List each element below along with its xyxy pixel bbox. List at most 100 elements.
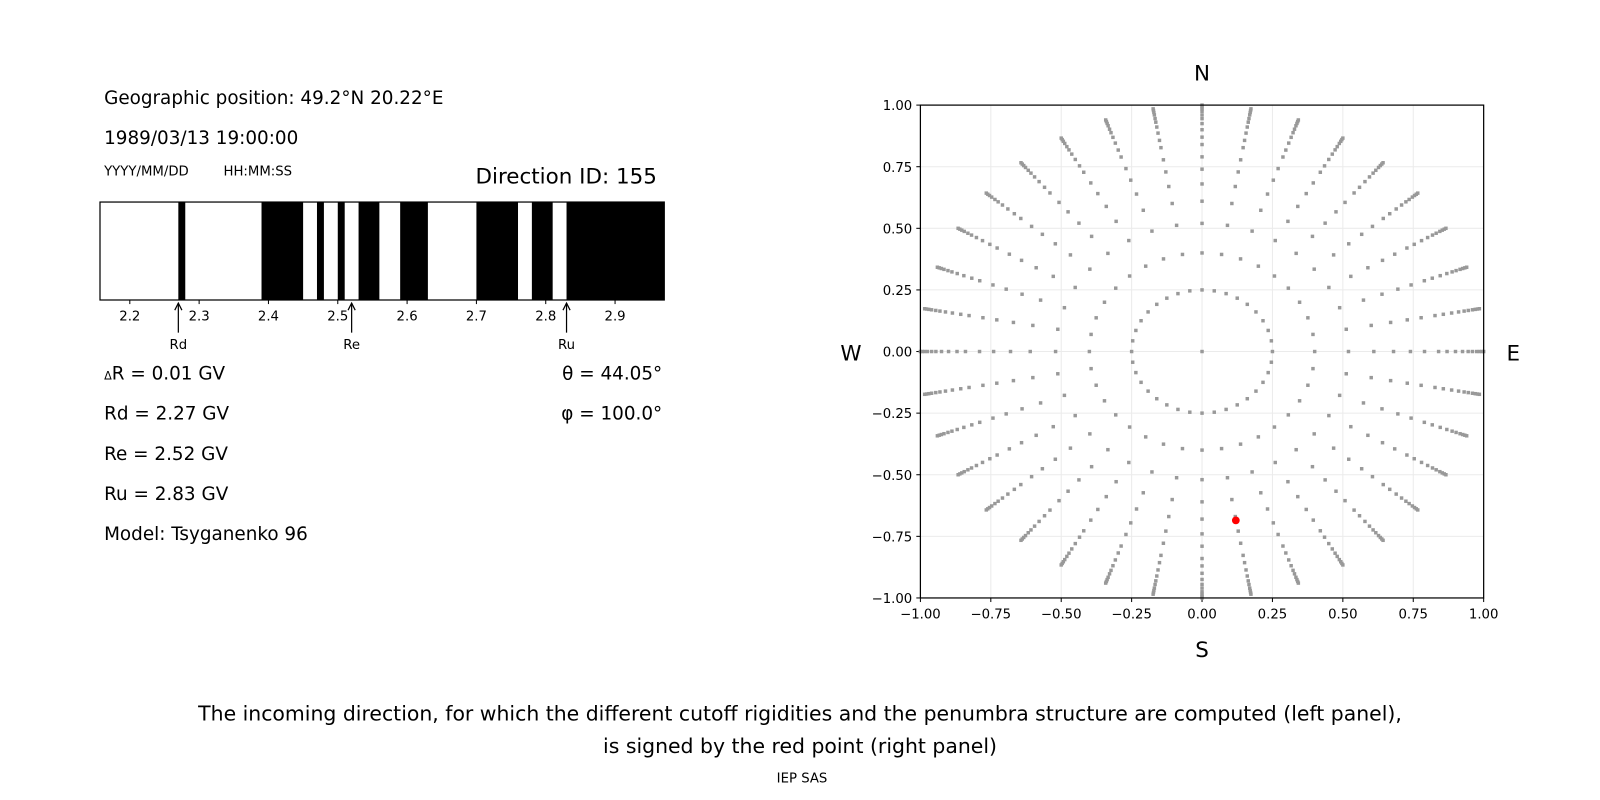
direction-point xyxy=(1020,407,1024,411)
rd-value: Rd = 2.27 GV xyxy=(104,403,230,425)
direction-point xyxy=(1065,144,1069,149)
direction-point xyxy=(924,307,929,311)
direction-point xyxy=(929,308,934,312)
direction-point xyxy=(1019,258,1024,263)
direction-point xyxy=(1034,266,1038,270)
direction-point xyxy=(1200,477,1204,482)
direction-point xyxy=(1331,253,1336,257)
direction-point xyxy=(939,432,944,437)
direction-point xyxy=(1369,323,1373,328)
direction-point xyxy=(1327,285,1331,290)
direction-point xyxy=(977,349,982,354)
direction-point xyxy=(981,315,985,320)
direction-point xyxy=(1272,274,1277,278)
direction-point xyxy=(962,425,966,430)
marker-label-rd: Rd xyxy=(170,338,188,353)
direction-point xyxy=(1419,315,1423,320)
direction-point xyxy=(996,200,1000,204)
direction-point xyxy=(1404,200,1408,204)
direction-point xyxy=(1026,168,1030,173)
direction-point xyxy=(1019,482,1023,487)
y-tick-label: −1.00 xyxy=(872,592,913,607)
direction-point xyxy=(1180,446,1185,451)
direction-point xyxy=(1479,349,1484,354)
direction-point xyxy=(977,420,982,425)
direction-point xyxy=(995,246,999,250)
compass-south: S xyxy=(1195,638,1209,663)
direction-point xyxy=(1042,185,1047,190)
direction-point xyxy=(1174,223,1179,228)
direction-point xyxy=(980,238,985,243)
direction-point xyxy=(1256,264,1261,268)
direction-point xyxy=(1176,291,1180,296)
direction-point xyxy=(1380,258,1385,263)
direction-point xyxy=(1200,592,1204,596)
direction-point xyxy=(1408,349,1413,354)
direction-point xyxy=(1425,463,1430,468)
direction-point xyxy=(996,499,1000,503)
direction-point xyxy=(1449,388,1454,392)
direction-point xyxy=(1245,302,1250,307)
direction-point xyxy=(1057,498,1061,503)
direction-point xyxy=(984,508,989,512)
direction-point xyxy=(1159,553,1163,558)
direction-point xyxy=(1200,411,1204,415)
direction-point xyxy=(1458,267,1462,272)
direction-point xyxy=(946,349,951,354)
direction-point xyxy=(1444,473,1448,477)
direction-point xyxy=(1082,170,1086,174)
direction-point xyxy=(1038,401,1043,405)
direction-point xyxy=(1464,434,1469,438)
direction-point xyxy=(1247,116,1251,121)
x-tick-label: −1.00 xyxy=(900,607,941,622)
direction-point xyxy=(1056,372,1060,376)
direction-point xyxy=(1249,592,1253,596)
direction-point xyxy=(925,349,930,354)
marker-label-re: Re xyxy=(343,338,360,353)
direction-point xyxy=(943,389,948,393)
direction-point xyxy=(1235,296,1239,300)
direction-point xyxy=(1327,541,1331,546)
direction-point xyxy=(927,307,931,312)
arrow-head-icon xyxy=(347,301,356,311)
direction-point xyxy=(1096,507,1100,512)
penumbra-band xyxy=(337,202,345,300)
direction-point xyxy=(1200,544,1204,548)
marker-label-ru: Ru xyxy=(558,338,575,353)
direction-point xyxy=(1094,316,1098,320)
direction-point xyxy=(1152,110,1156,115)
direction-point xyxy=(1396,287,1400,291)
direction-point xyxy=(955,427,959,432)
direction-point xyxy=(922,307,927,311)
direction-point xyxy=(1344,372,1348,376)
direction-point xyxy=(1029,474,1034,479)
direction-point xyxy=(1284,551,1288,555)
direction-point xyxy=(1259,208,1263,213)
direction-point xyxy=(1289,563,1293,568)
y-tick-label: −0.75 xyxy=(872,530,913,545)
direction-point xyxy=(1304,507,1308,512)
direction-point xyxy=(1286,413,1291,417)
direction-point xyxy=(960,471,964,475)
direction-point xyxy=(1335,144,1339,149)
direction-point xyxy=(1155,396,1159,401)
direction-point xyxy=(988,456,992,461)
direction-point xyxy=(1246,579,1250,583)
direction-point xyxy=(1200,577,1204,582)
direction-point xyxy=(1286,479,1290,484)
penumbra-tick-label: 2.9 xyxy=(605,309,626,324)
direction-point xyxy=(1089,332,1093,337)
direction-point xyxy=(1388,378,1393,383)
direction-point xyxy=(1200,586,1204,590)
direction-point xyxy=(1077,164,1082,168)
direction-point xyxy=(1040,467,1045,471)
direction-point xyxy=(1161,442,1166,446)
direction-point xyxy=(1141,208,1146,213)
direction-point xyxy=(969,233,974,237)
direction-point xyxy=(1337,393,1342,398)
direction-point xyxy=(1434,468,1438,472)
direction-point xyxy=(1416,191,1420,195)
direction-point xyxy=(1073,157,1078,162)
direction-point xyxy=(1477,349,1482,354)
direction-point xyxy=(974,235,979,240)
